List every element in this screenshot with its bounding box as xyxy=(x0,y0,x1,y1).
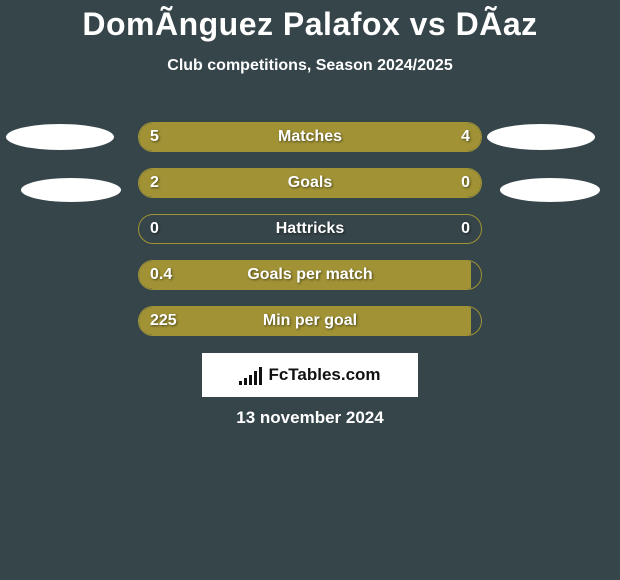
stat-row: 00Hattricks xyxy=(0,214,620,244)
logo-bar xyxy=(239,381,242,385)
stat-label: Min per goal xyxy=(138,306,482,336)
decorative-ellipse xyxy=(6,124,114,150)
page-title: DomÃ­nguez Palafox vs DÃ­az xyxy=(0,0,620,43)
subtitle: Club competitions, Season 2024/2025 xyxy=(0,57,620,75)
decorative-ellipse xyxy=(487,124,595,150)
stat-label: Goals per match xyxy=(138,260,482,290)
logo-bar xyxy=(249,375,252,385)
logo-text: FcTables.com xyxy=(268,365,380,385)
logo-bar xyxy=(254,371,257,385)
stat-label: Hattricks xyxy=(138,214,482,244)
logo-bar xyxy=(244,378,247,385)
date-label: 13 november 2024 xyxy=(0,408,620,428)
stat-label: Goals xyxy=(138,168,482,198)
logo-bars-icon xyxy=(239,365,262,385)
decorative-ellipse xyxy=(500,178,600,202)
stat-row: 0.4Goals per match xyxy=(0,260,620,290)
decorative-ellipse xyxy=(21,178,121,202)
fctables-logo: FcTables.com xyxy=(202,353,418,397)
stat-label: Matches xyxy=(138,122,482,152)
logo-bar xyxy=(259,367,262,385)
stats-rows: 54Matches20Goals00Hattricks0.4Goals per … xyxy=(0,122,620,352)
stat-row: 225Min per goal xyxy=(0,306,620,336)
